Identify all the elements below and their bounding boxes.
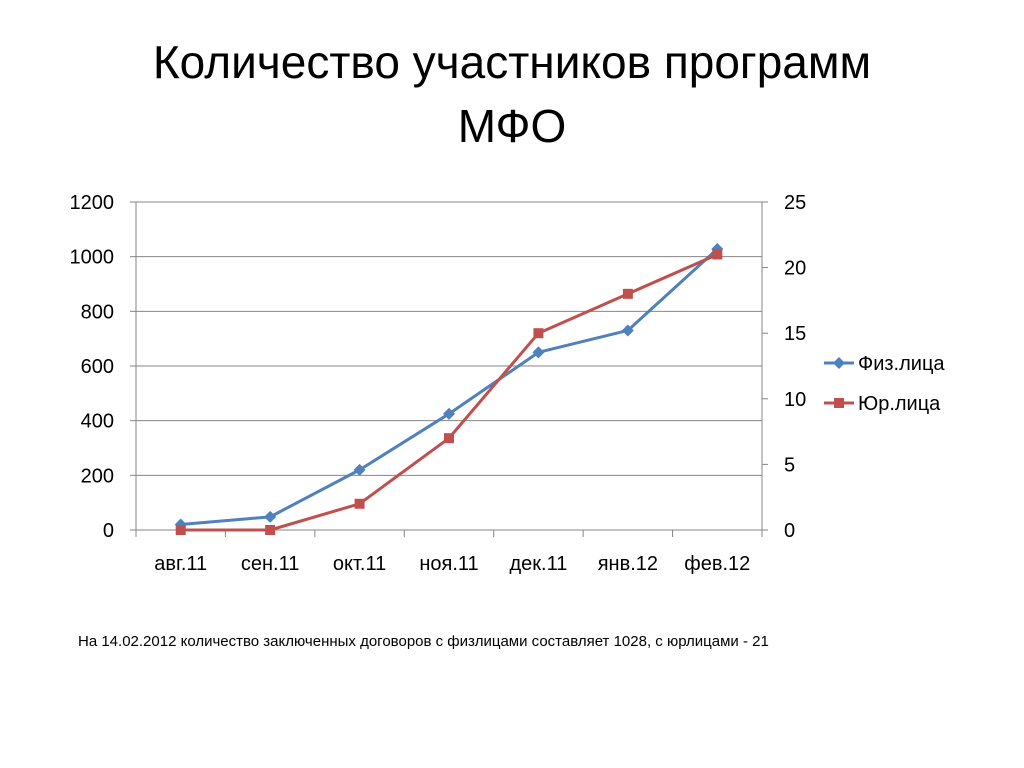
series-1 xyxy=(174,243,724,531)
right-axis-tick-label: 15 xyxy=(784,323,806,345)
x-axis-tick-label: янв.12 xyxy=(598,553,658,575)
right-axis-tick-label: 0 xyxy=(784,520,795,542)
x-axis-tick-label: ноя.11 xyxy=(419,553,478,575)
axes xyxy=(130,201,768,537)
legend-entry: Юр.лица xyxy=(824,393,941,415)
right-axis-tick-label: 10 xyxy=(784,389,806,411)
gridlines xyxy=(136,201,762,531)
data-point xyxy=(532,346,545,359)
legend-entry: Физ.лица xyxy=(824,353,945,375)
right-axis-tick-label: 5 xyxy=(784,454,795,476)
left-axis-tick-label: 200 xyxy=(81,465,114,487)
data-point xyxy=(622,288,633,299)
legend-label: Юр.лица xyxy=(858,393,941,415)
left-axis-tick-label: 1200 xyxy=(70,192,115,214)
left-axis-tick-label: 800 xyxy=(81,301,114,323)
data-point xyxy=(444,433,454,444)
right-axis-tick-label: 20 xyxy=(784,258,806,280)
legend-marker xyxy=(834,398,844,408)
data-point xyxy=(533,328,544,339)
data-point xyxy=(712,249,723,260)
left-axis-tick-label: 400 xyxy=(81,411,114,433)
data-point xyxy=(264,510,277,523)
left-axis-tick-label: 600 xyxy=(81,356,114,378)
title-line-2: МФО xyxy=(457,100,567,152)
data-point xyxy=(353,463,366,476)
x-axis-tick-label: авг.11 xyxy=(154,553,207,575)
title-line-1: Количество участников программ xyxy=(152,36,872,88)
data-point xyxy=(265,525,276,535)
right-axis-tick-label: 25 xyxy=(784,192,806,214)
data-point xyxy=(443,407,455,420)
data-point xyxy=(354,498,365,509)
series-2 xyxy=(175,249,723,535)
data-point xyxy=(175,525,186,535)
data-point xyxy=(621,324,634,337)
x-axis-tick-label: сен.11 xyxy=(241,553,300,575)
slide-title: Количество участников программ МФО xyxy=(62,30,962,158)
series xyxy=(174,243,724,535)
x-axis-tick-label: дек.11 xyxy=(509,553,567,575)
tick-labels: 0 200 400 600 800 1000 1200 0 5 10 15 20 25 авг.11 сен… xyxy=(70,192,807,575)
x-axis-tick-label: окт.11 xyxy=(333,553,386,575)
x-axis-tick-label: фев.12 xyxy=(684,553,750,575)
footnote-text: На 14.02.2012 количество заключенных дог… xyxy=(78,633,769,650)
left-axis-tick-label: 0 xyxy=(103,520,114,542)
legend: Физ.лица Юр.лица xyxy=(824,353,945,415)
legend-label: Физ.лица xyxy=(858,353,945,375)
left-axis-tick-label: 1000 xyxy=(70,247,115,269)
series-line xyxy=(180,253,718,532)
legend-marker xyxy=(833,357,845,369)
